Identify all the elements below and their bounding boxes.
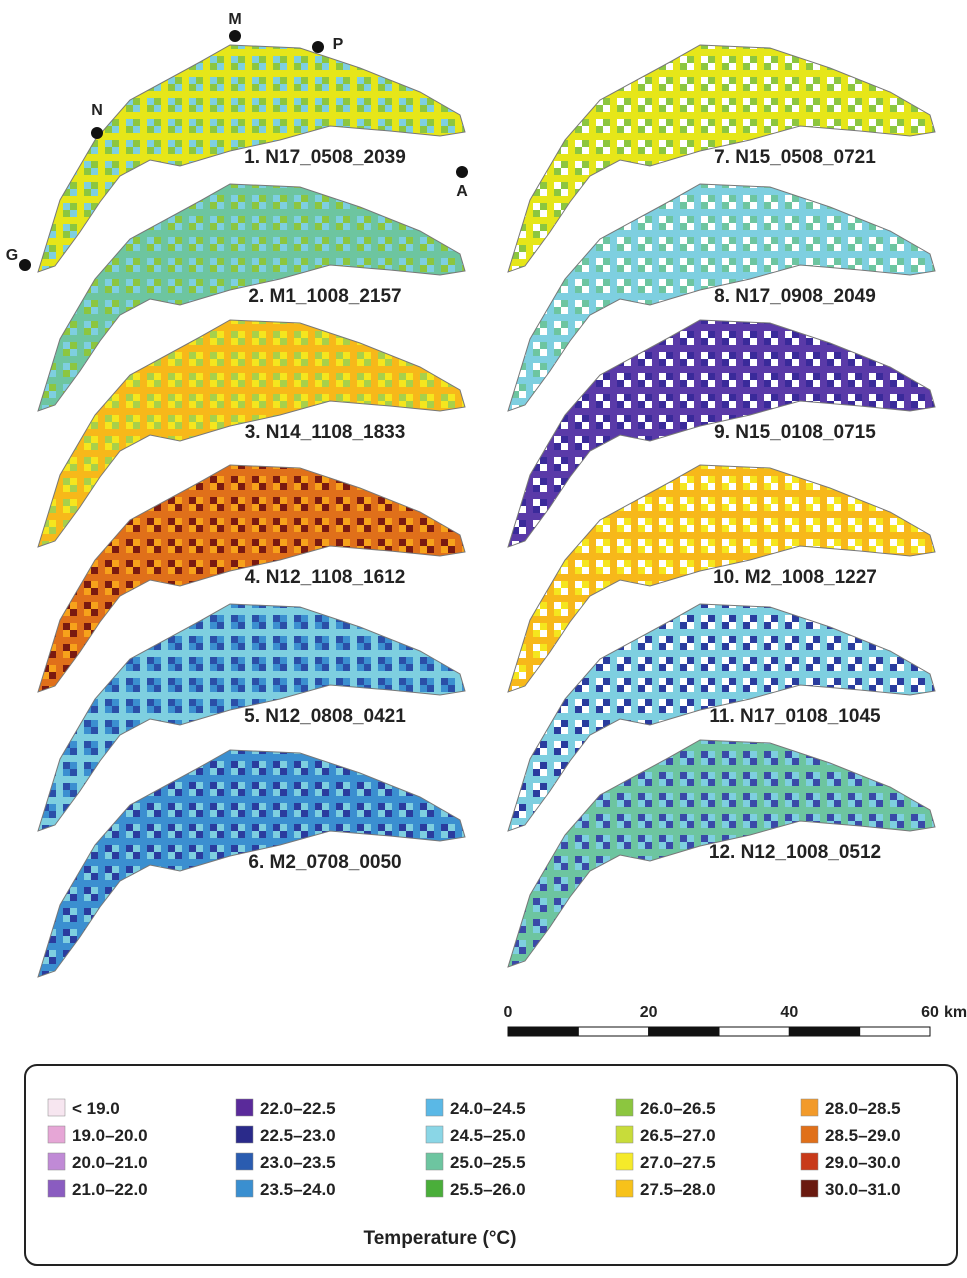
legend-label: 28.5–29.0 xyxy=(825,1126,901,1145)
legend-swatch xyxy=(616,1180,633,1197)
legend-swatch xyxy=(236,1153,253,1170)
scale-segment xyxy=(789,1027,859,1036)
scale-tick-label: 40 xyxy=(780,1004,798,1021)
legend-label: 30.0–31.0 xyxy=(825,1180,901,1199)
scale-segment xyxy=(578,1027,648,1036)
legend-label: 28.0–28.5 xyxy=(825,1099,901,1118)
legend-label: 20.0–21.0 xyxy=(72,1153,148,1172)
legend-swatch xyxy=(616,1099,633,1116)
legend-label: 26.5–27.0 xyxy=(640,1126,716,1145)
map-label: 7. N15_0508_0721 xyxy=(714,147,876,168)
legend-label: 25.5–26.0 xyxy=(450,1180,526,1199)
legend-swatch xyxy=(801,1180,818,1197)
station-dot xyxy=(229,30,241,42)
station-label: M xyxy=(228,11,241,28)
map-label: 9. N15_0108_0715 xyxy=(714,422,876,443)
scale-tick-label: 0 xyxy=(504,1004,513,1021)
legend-swatch xyxy=(48,1153,65,1170)
legend-label: 27.5–28.0 xyxy=(640,1180,716,1199)
legend-label: 19.0–20.0 xyxy=(72,1126,148,1145)
legend-swatch xyxy=(616,1153,633,1170)
scale-tick-label: 60 xyxy=(921,1004,939,1021)
legend-label: 25.0–25.5 xyxy=(450,1153,526,1172)
map-label: 2. M1_1008_2157 xyxy=(248,286,401,307)
map-label: 11. N17_0108_1045 xyxy=(709,706,881,727)
legend-swatch xyxy=(801,1126,818,1143)
station-label: A xyxy=(456,183,468,200)
map-label: 3. N14_1108_1833 xyxy=(245,422,406,443)
station-dot xyxy=(91,127,103,139)
scale-tick-label: 20 xyxy=(640,1004,658,1021)
scale-segment xyxy=(508,1027,578,1036)
station-label: N xyxy=(91,102,103,119)
legend-swatch xyxy=(48,1180,65,1197)
map-label: 12. N12_1008_0512 xyxy=(709,842,881,863)
legend-swatch xyxy=(426,1099,443,1116)
scale-segment xyxy=(719,1027,789,1036)
legend-label: < 19.0 xyxy=(72,1099,120,1118)
map-label: 8. N17_0908_2049 xyxy=(714,286,876,307)
scale-segment xyxy=(649,1027,719,1036)
legend-swatch xyxy=(426,1180,443,1197)
legend-title: Temperature (°C) xyxy=(364,1228,517,1249)
map-panel: 12. N12_1008_0512 xyxy=(508,740,935,967)
legend-swatch xyxy=(801,1099,818,1116)
station-dot xyxy=(312,41,324,53)
legend-label: 29.0–30.0 xyxy=(825,1153,901,1172)
station-dot xyxy=(19,259,31,271)
legend-swatch xyxy=(801,1153,818,1170)
scale-unit: km xyxy=(944,1004,967,1021)
station-label: P xyxy=(333,36,344,53)
legend-swatch xyxy=(236,1126,253,1143)
legend-label: 24.0–24.5 xyxy=(450,1099,526,1118)
map-label: 6. M2_0708_0050 xyxy=(248,852,401,873)
station-dot xyxy=(456,166,468,178)
figure: Temperature (°C) 1. N17_0508_2039 2. M1_1… xyxy=(0,0,967,1273)
legend-label: 27.0–27.5 xyxy=(640,1153,716,1172)
map-label: 10. M2_1008_1227 xyxy=(713,567,877,588)
legend-swatch xyxy=(236,1099,253,1116)
map-label: 4. N12_1108_1612 xyxy=(245,567,406,588)
legend-label: 26.0–26.5 xyxy=(640,1099,716,1118)
legend-label: 21.0–22.0 xyxy=(72,1180,148,1199)
map-label: 5. N12_0808_0421 xyxy=(244,706,406,727)
legend-label: 23.5–24.0 xyxy=(260,1180,336,1199)
legend-label: 23.0–23.5 xyxy=(260,1153,336,1172)
station-label: G xyxy=(6,247,18,264)
scale-segment xyxy=(860,1027,930,1036)
map-panel: 6. M2_0708_0050 xyxy=(38,750,465,977)
legend-swatch xyxy=(48,1099,65,1116)
map-label: 1. N17_0508_2039 xyxy=(244,147,406,168)
legend-swatch xyxy=(236,1180,253,1197)
legend-swatch xyxy=(426,1153,443,1170)
legend-label: 22.0–22.5 xyxy=(260,1099,336,1118)
legend-label: 24.5–25.0 xyxy=(450,1126,526,1145)
legend-swatch xyxy=(426,1126,443,1143)
legend-swatch xyxy=(616,1126,633,1143)
legend-swatch xyxy=(48,1126,65,1143)
legend-label: 22.5–23.0 xyxy=(260,1126,336,1145)
